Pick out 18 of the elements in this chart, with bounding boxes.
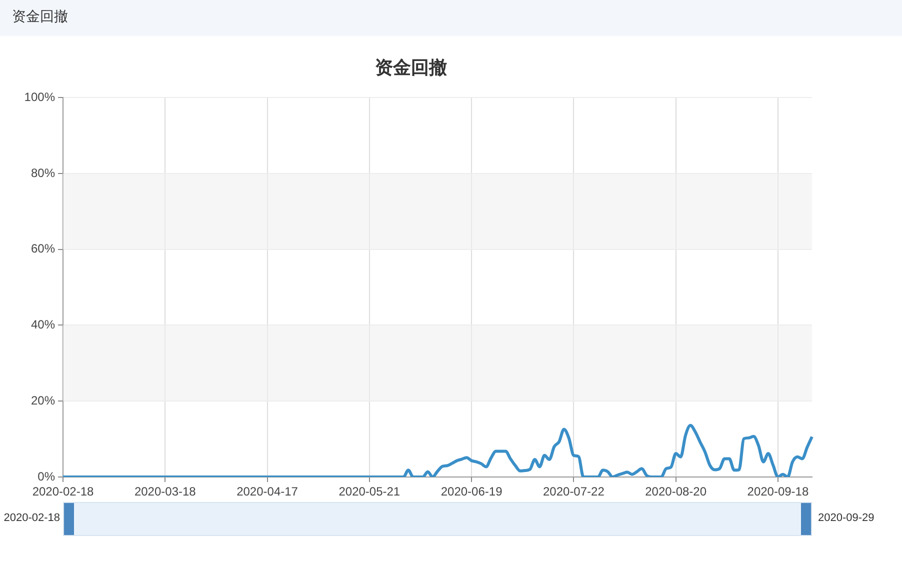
y-tick-label: 20% [30,393,56,408]
text: 2020-02-18 [4,512,60,524]
y-tick-label: 40% [30,318,56,332]
x-tick-label: 2020-04-17 [236,484,298,499]
x-tick-label: 2020-06-19 [440,484,503,499]
x-tick-label: 2020-05-21 [338,484,400,499]
x-tick-label: 2020-09-18 [747,484,809,499]
x-tick-label: 2020-07-22 [542,484,605,499]
text: 资金回撤 [12,8,68,26]
chart-title: 资金回撤 [375,57,447,78]
x-tick-label: 2020-08-20 [645,484,707,499]
y-tick-label: 60% [30,242,56,256]
y-tick-label: 0% [38,469,56,484]
x-tick-label: 2020-03-18 [134,484,196,499]
x-tick-label: 2020-02-18 [32,484,94,499]
y-tick-label: 80% [30,166,56,180]
y-tick-label: 100% [24,90,56,104]
text: 2020-09-29 [818,512,874,524]
